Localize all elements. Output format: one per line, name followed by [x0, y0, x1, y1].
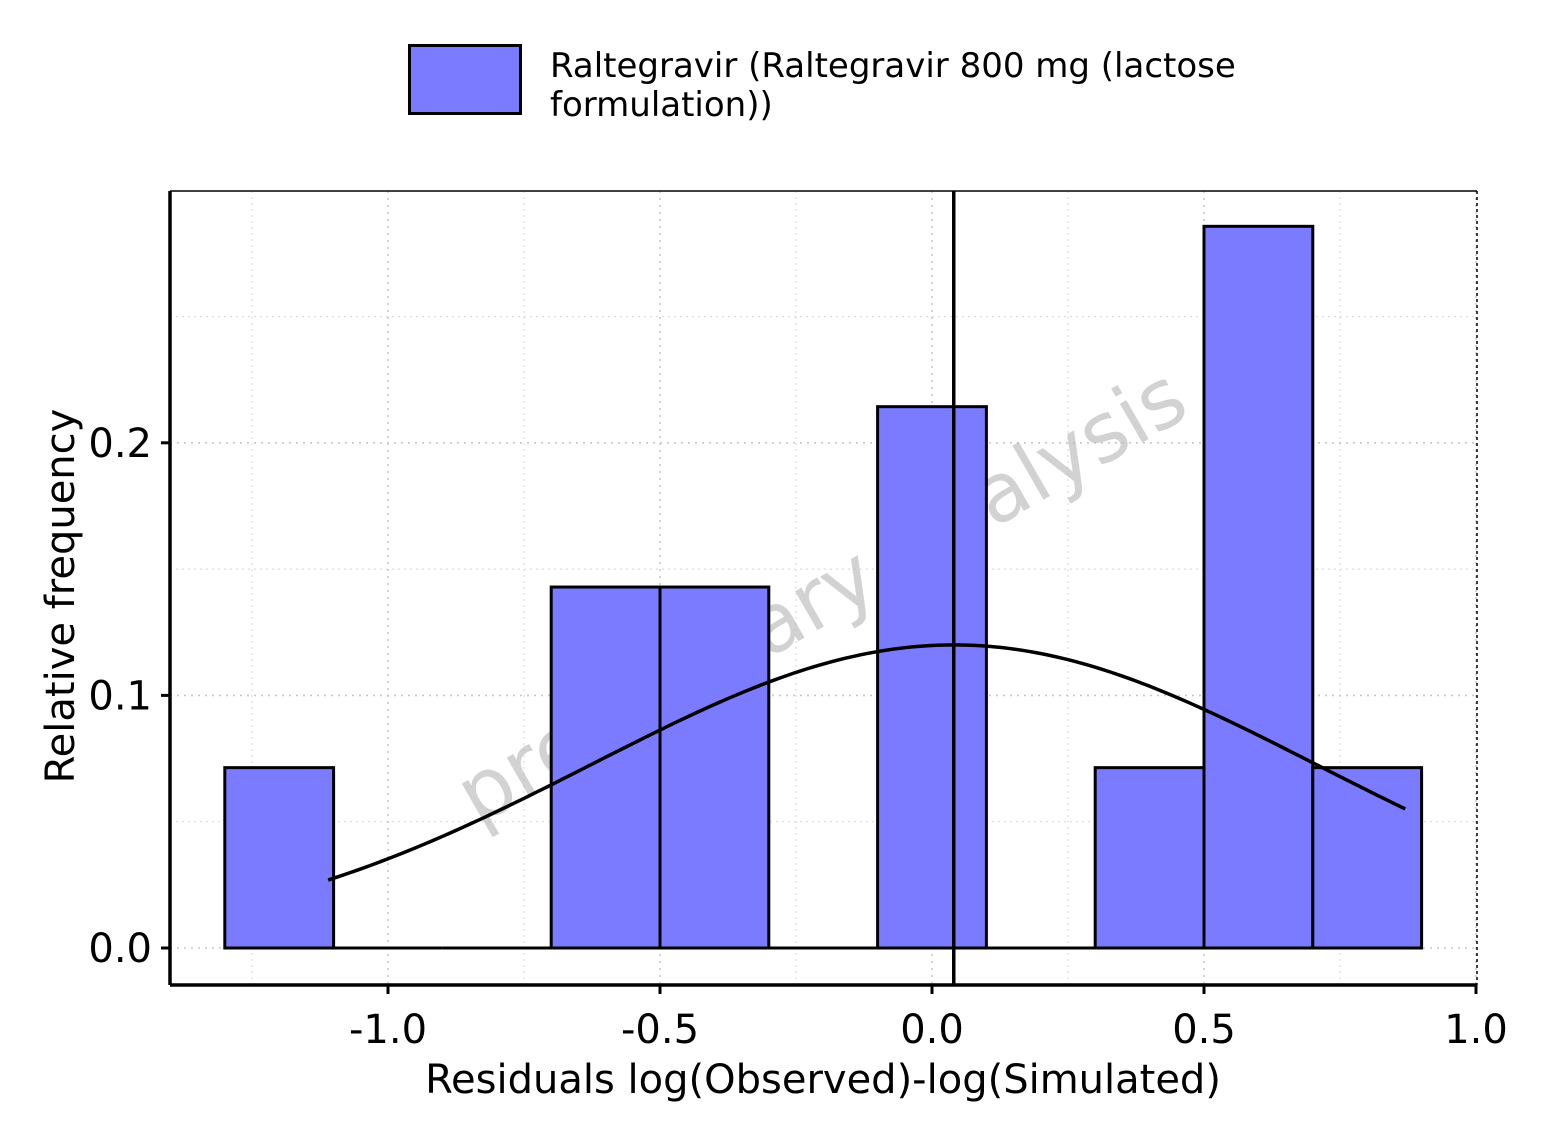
normal-density-curve [327, 643, 1407, 882]
legend: Raltegravir (Raltegravir 800 mg (lactose… [408, 44, 1290, 125]
legend-swatch [408, 44, 522, 115]
y-axis-ticks: 0.0 0.1 0.2 [88, 421, 170, 972]
histogram-bar [549, 585, 662, 950]
y-tick-label: 0.2 [88, 421, 152, 467]
histogram-bar [1093, 766, 1206, 950]
y-axis-label: Relative frequency [38, 409, 84, 784]
y-tick-label: 0.0 [88, 926, 152, 972]
x-tick-label: 0.0 [900, 1007, 964, 1053]
legend-label: Raltegravir (Raltegravir 800 mg (lactose… [550, 46, 1236, 125]
x-axis-ticks: -1.0 -0.5 0.0 0.5 1.0 [349, 985, 1508, 1053]
histogram-bar [876, 405, 988, 950]
x-tick-label: 1.0 [1444, 1007, 1508, 1053]
histogram-bars [223, 224, 1424, 950]
x-tick-label: -0.5 [621, 1007, 699, 1053]
histogram-bar [1311, 766, 1424, 950]
y-tick-label: 0.1 [88, 673, 152, 719]
x-tick-label: 0.5 [1172, 1007, 1236, 1053]
histogram-bar [223, 766, 336, 950]
histogram-bar [658, 585, 771, 950]
x-tick-label: -1.0 [349, 1007, 427, 1053]
x-axis-label: Residuals log(Observed)-log(Simulated) [425, 1057, 1221, 1103]
histogram-bar [1202, 224, 1315, 950]
